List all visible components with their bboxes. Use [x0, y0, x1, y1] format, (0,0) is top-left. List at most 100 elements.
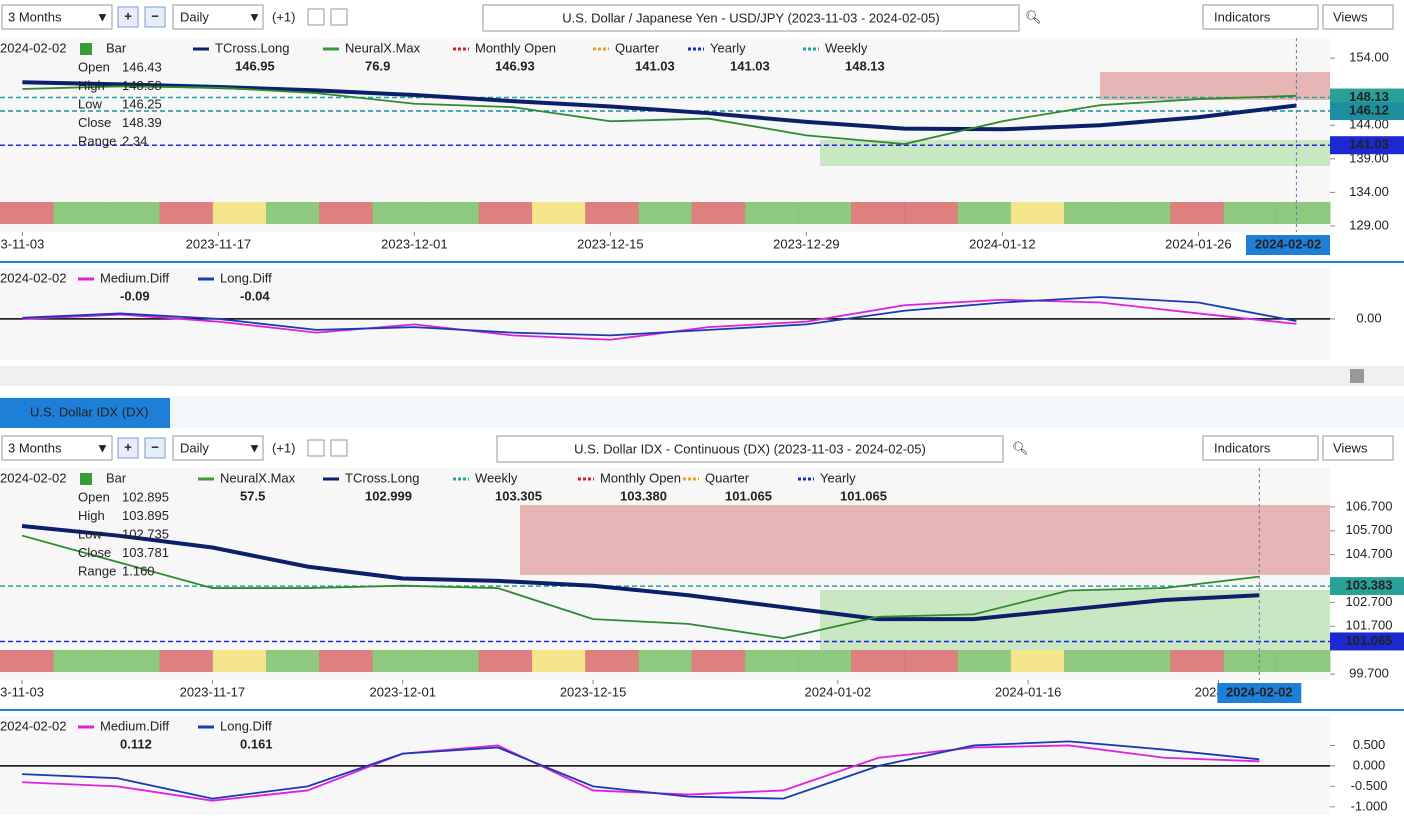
- ohlc-value: 146.25: [122, 96, 162, 111]
- scroll-thumb[interactable]: [1350, 369, 1364, 383]
- legend-name: NeuralX.Max: [220, 470, 296, 485]
- signal-strip: [53, 650, 107, 672]
- ohlc-name: Low: [78, 96, 102, 111]
- legend-name: Weekly: [475, 470, 518, 485]
- series-line: [21, 524, 1260, 622]
- y-tick-label: 105.700: [1346, 522, 1393, 537]
- signal-strip: [266, 650, 320, 672]
- signal-strip: [744, 202, 799, 224]
- legend-value: 57.5: [240, 488, 265, 503]
- resistance-zone: [520, 505, 1330, 575]
- signal-strip: [0, 650, 54, 672]
- legend-name: Monthly Open: [600, 470, 681, 485]
- legend-name: Long.Diff: [220, 270, 272, 285]
- zoom-out[interactable]: [144, 437, 166, 459]
- scrollbar[interactable]: [0, 366, 1404, 386]
- range-text: 3 Months: [8, 440, 62, 455]
- crosshair-flag: [1246, 235, 1330, 255]
- signal-strip: [691, 650, 746, 672]
- interval-text: Daily: [180, 440, 209, 455]
- interval-select[interactable]: [172, 435, 264, 461]
- tab[interactable]: [0, 398, 170, 428]
- y-tick-label: 129.00: [1349, 217, 1389, 232]
- zoom-out[interactable]: [144, 6, 166, 28]
- ohlc-name: Range: [78, 563, 116, 578]
- y-tick-label: -0.500: [1351, 778, 1388, 793]
- y-tick-label: 99.700: [1349, 665, 1389, 680]
- interval-text: Daily: [180, 9, 209, 24]
- crosshair-flag: [1217, 683, 1302, 703]
- plus-icon: +: [124, 8, 132, 23]
- plot-area: [0, 38, 1330, 232]
- y-tick-label: 106.700: [1346, 498, 1393, 513]
- axis-area: [1330, 38, 1404, 232]
- ohlc-value: 2.34: [122, 133, 147, 148]
- range-select[interactable]: [1, 435, 113, 461]
- signal-strip: [0, 202, 54, 224]
- signal-strip: [1064, 650, 1118, 672]
- indicators-btn[interactable]: [1202, 435, 1319, 461]
- series-line: [22, 296, 1297, 337]
- zoom-in[interactable]: [117, 6, 139, 28]
- legend-value: 0.112: [120, 736, 152, 751]
- indicators-btn[interactable]: [1202, 4, 1319, 30]
- x-tick-label: 2023-12-15: [560, 684, 627, 699]
- plot-area: [0, 268, 1330, 360]
- price-flag-label: 141.03: [1349, 137, 1389, 152]
- range-select[interactable]: [1, 4, 113, 30]
- signal-strip: [585, 650, 639, 672]
- price-flag: [1330, 136, 1404, 155]
- series-line: [21, 534, 1260, 640]
- legend-value: 102.999: [365, 488, 412, 503]
- signal-strip: [798, 650, 852, 672]
- views-text: Views: [1333, 9, 1368, 24]
- signal-strip: [372, 650, 427, 672]
- x-tick-label: 3-11-03: [0, 684, 44, 699]
- signal-strip: [904, 650, 959, 672]
- expand-btn[interactable]: [307, 439, 325, 457]
- legend-value: 141.03: [730, 58, 770, 73]
- expand-btn[interactable]: [307, 8, 325, 26]
- ohlc-name: Open: [78, 489, 110, 504]
- chart-title: U.S. Dollar / Japanese Yen - USD/JPY (20…: [562, 10, 939, 25]
- views-btn[interactable]: [1322, 435, 1394, 461]
- axis-area: [1330, 716, 1404, 815]
- signal-strip: [1170, 202, 1225, 224]
- plot-area: [0, 468, 1330, 680]
- ohlc-value: 148.58: [122, 78, 162, 93]
- signal-strip: [744, 650, 799, 672]
- legend-name: Medium.Diff: [100, 270, 170, 285]
- legend-name: Monthly Open: [475, 40, 556, 55]
- legend-name: Medium.Diff: [100, 718, 170, 733]
- title-box: [482, 4, 1020, 32]
- chart-title: U.S. Dollar IDX - Continuous (DX) (2023-…: [574, 441, 926, 456]
- search-icon[interactable]: 🔍︎: [1025, 9, 1042, 24]
- x-tick-label: 2024-01-12: [969, 236, 1036, 251]
- collapse-btn[interactable]: [330, 439, 348, 457]
- info-bar: Bar: [106, 470, 127, 485]
- interval-select[interactable]: [172, 4, 264, 30]
- signal-strip: [212, 202, 267, 224]
- bar-icon: [80, 473, 92, 485]
- signal-strip: [425, 202, 480, 224]
- y-tick-label: 134.00: [1349, 184, 1389, 199]
- y-tick-label: 0.500: [1353, 737, 1386, 752]
- signal-strip: [478, 650, 533, 672]
- ohlc-value: 148.39: [122, 115, 162, 130]
- ohlc-name: Low: [78, 526, 102, 541]
- series-line: [21, 744, 1260, 802]
- collapse-btn[interactable]: [330, 8, 348, 26]
- y-tick-label: 154.00: [1349, 50, 1389, 65]
- indicators-text: Indicators: [1214, 440, 1271, 455]
- x-tick-label: 2023-11-17: [186, 236, 252, 251]
- axis-area: [1330, 268, 1404, 360]
- ohlc-name: High: [78, 508, 105, 523]
- zoom-in[interactable]: [117, 437, 139, 459]
- series-line: [21, 740, 1260, 800]
- caret: ▼: [96, 440, 109, 455]
- views-btn[interactable]: [1322, 4, 1394, 30]
- info-date: 2024-02-02: [0, 718, 67, 733]
- signal-strip: [1170, 650, 1225, 672]
- search-icon[interactable]: 🔍︎: [1012, 440, 1029, 455]
